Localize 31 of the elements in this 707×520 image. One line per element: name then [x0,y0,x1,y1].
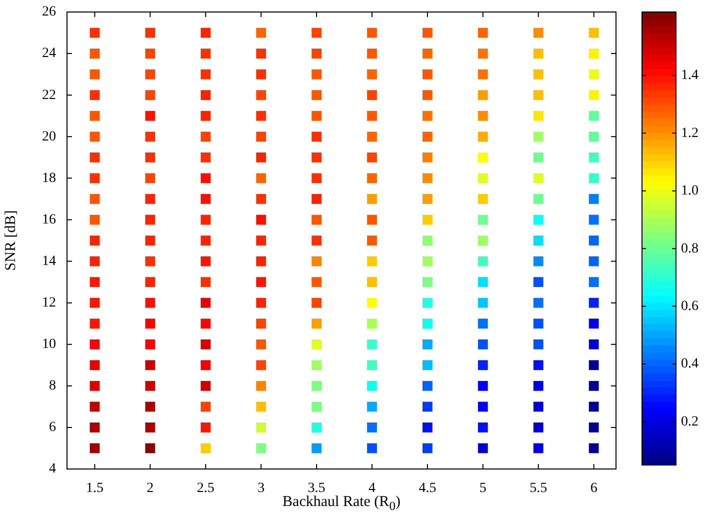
y-tick-label: 6 [49,420,56,436]
x-tick-label: 3 [258,481,265,496]
y-tick-label: 16 [42,212,56,228]
color-bar-label: 1.0 [681,184,698,199]
y-tick-label: 22 [42,88,56,103]
y-tick-label: 12 [42,295,56,310]
color-bar-label: 0.4 [681,356,698,372]
color-bar-label: 0.6 [681,298,698,314]
y-tick-label: 20 [42,129,56,144]
color-bar-label: 1.2 [681,126,698,141]
x-axis-title: Backhaul Rate (R$_{0}$) [282,494,400,513]
x-tick-label: 4.5 [418,481,436,496]
y-tick-label: 10 [42,337,56,352]
x-tick-label: 1.5 [86,481,104,496]
y-tick-label: 8 [49,378,56,394]
x-tick-label: 5 [479,481,486,496]
y-tick-label: 14 [42,254,56,269]
y-axis-title: SNR [dB] [2,210,19,271]
x-tick-label: 3.5 [308,481,326,496]
y-tick-label: 26 [42,4,56,20]
color-bar-label: 1.4 [681,68,698,84]
x-tick-label: 6 [590,481,598,496]
color-bar-label: 0.2 [681,414,698,430]
y-tick-label: 18 [42,170,56,186]
x-tick-label: 5.5 [530,481,548,496]
color-bar-label: 0.8 [681,241,698,256]
y-tick-label: 4 [49,462,56,477]
x-tick-label: 4 [368,481,376,496]
x-tick-label: 2 [146,481,154,496]
y-tick-label: 24 [42,46,56,62]
x-tick-label: 2.5 [196,481,214,496]
